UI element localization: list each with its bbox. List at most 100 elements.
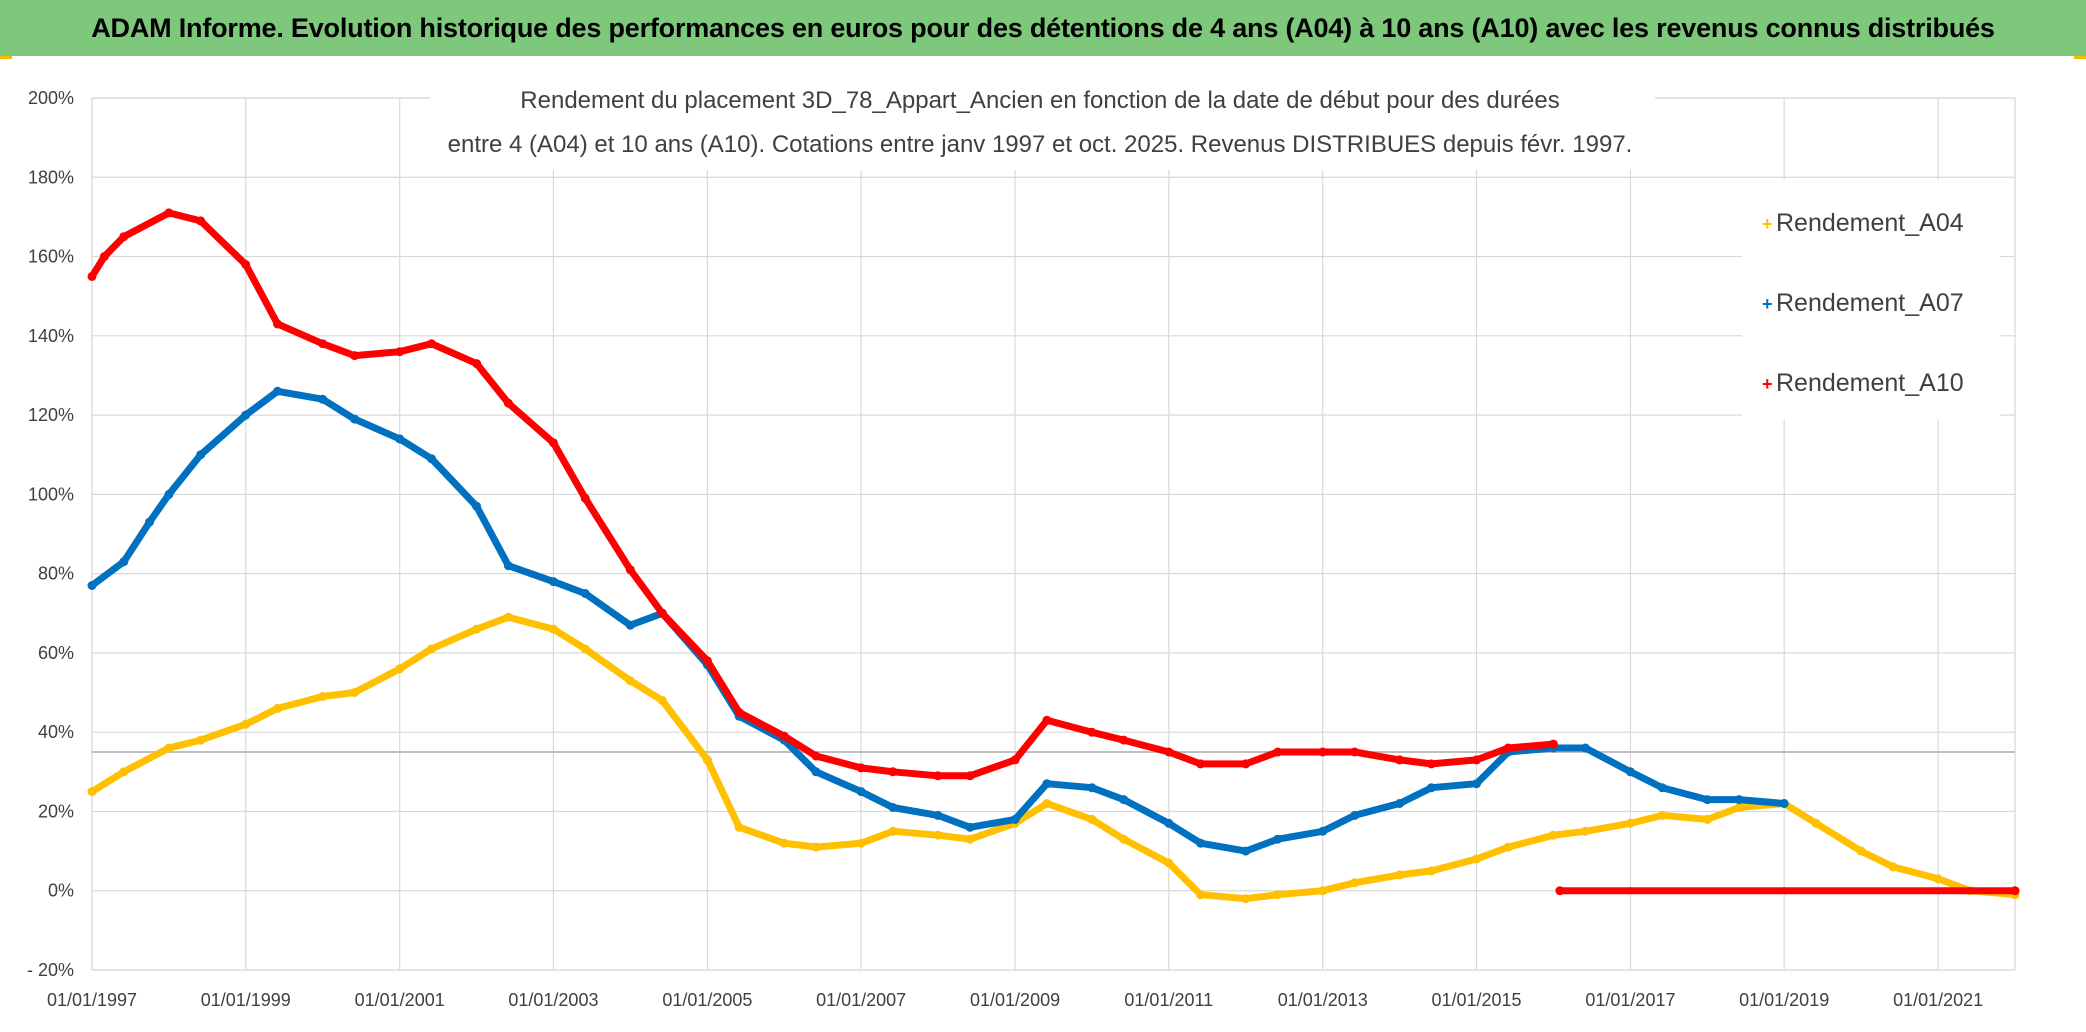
data-point	[87, 581, 97, 590]
x-axis-ticks: 01/01/1997 01/01/1999 01/01/2001 01/01/2003…	[47, 990, 1983, 1010]
data-point	[1350, 810, 1360, 820]
data-point	[503, 561, 513, 571]
data-point	[1087, 783, 1097, 793]
data-point	[119, 232, 129, 242]
y-tick-label: - 20%	[27, 960, 74, 980]
y-tick-label: 60%	[38, 643, 74, 663]
data-point	[1350, 747, 1360, 757]
data-point	[548, 624, 558, 634]
data-point	[472, 624, 482, 634]
x-tick-label: 01/01/2021	[1893, 990, 1983, 1010]
plot-area-border	[91, 97, 2016, 971]
data-point	[1241, 894, 1251, 904]
report-banner: ADAM Informe. Evolution historique des p…	[0, 0, 2086, 56]
series-rendement-a04	[87, 612, 2020, 904]
data-point	[427, 644, 436, 654]
data-point	[1734, 795, 1744, 805]
data-point	[273, 386, 282, 396]
data-point	[1164, 818, 1174, 828]
series-line	[88, 387, 1788, 855]
data-point	[196, 450, 206, 460]
data-point	[1555, 886, 1565, 896]
data-point	[856, 838, 866, 848]
data-point	[856, 787, 866, 797]
data-point	[702, 656, 712, 666]
data-point	[1625, 767, 1635, 777]
data-point	[1273, 747, 1283, 757]
data-point	[811, 751, 821, 761]
legend-marker-a07: +	[1762, 294, 1773, 314]
data-point	[1318, 886, 1328, 896]
data-point	[657, 696, 667, 705]
data-point	[1273, 834, 1283, 844]
data-point	[548, 577, 558, 587]
data-point	[1196, 759, 1206, 769]
data-point	[472, 501, 482, 511]
data-point	[1426, 783, 1436, 793]
data-point	[1702, 795, 1712, 805]
data-point	[350, 688, 360, 697]
data-point	[888, 803, 898, 812]
data-point	[811, 842, 821, 852]
data-point	[196, 216, 206, 226]
data-point	[856, 763, 866, 773]
data-point	[734, 707, 744, 717]
data-point	[350, 414, 360, 424]
data-point	[241, 719, 251, 729]
y-tick-label: 200%	[28, 88, 74, 108]
data-point	[1087, 814, 1097, 824]
legend-label-a10: Rendement_A10	[1776, 369, 1964, 397]
data-point	[241, 260, 251, 269]
y-tick-label: 120%	[28, 405, 74, 425]
legend-label-a07: Rendement_A07	[1776, 289, 1964, 317]
x-tick-label: 01/01/2001	[355, 990, 445, 1010]
data-point	[702, 755, 712, 765]
x-tick-label: 01/01/2007	[816, 990, 906, 1010]
data-point	[1933, 874, 1943, 884]
data-point	[318, 692, 328, 701]
data-point	[1087, 727, 1097, 737]
x-tick-label: 01/01/2011	[1124, 990, 1213, 1010]
data-point	[1856, 846, 1866, 856]
banner-corner-right	[2074, 56, 2086, 59]
legend-marker-a04: +	[1762, 214, 1773, 234]
data-point	[1196, 890, 1206, 900]
data-point	[1548, 830, 1558, 840]
data-point	[933, 771, 943, 781]
y-tick-label: 100%	[28, 484, 74, 504]
data-point	[1734, 803, 1744, 812]
data-point	[87, 787, 97, 797]
data-point	[503, 398, 513, 408]
data-point	[395, 664, 405, 674]
data-point	[164, 489, 174, 499]
data-point	[779, 731, 789, 741]
data-point	[1580, 743, 1590, 753]
data-point	[1395, 755, 1405, 765]
chart-legend: + Rendement_A04 + Rendement_A07 + Rendem…	[1742, 180, 2000, 420]
data-point	[625, 676, 635, 686]
data-point	[1119, 795, 1129, 805]
x-tick-label: 01/01/2013	[1278, 990, 1368, 1010]
data-point	[1318, 826, 1328, 836]
data-point	[119, 767, 129, 777]
data-point	[1042, 799, 1052, 808]
data-point	[1426, 759, 1436, 769]
x-tick-label: 01/01/1999	[201, 990, 291, 1010]
data-point	[580, 589, 590, 598]
data-point	[1119, 834, 1129, 844]
x-tick-label: 01/01/2015	[1431, 990, 1521, 1010]
data-point	[1625, 818, 1635, 828]
data-point	[888, 767, 898, 777]
y-axis-ticks: - 20% 0% 20% 40% 60% 80% 100% 120% 140% 160% 180% 2…	[27, 88, 74, 980]
legend-label-a04: Rendement_A04	[1776, 209, 1964, 237]
data-point	[196, 735, 206, 745]
chart-series	[87, 208, 2020, 904]
y-tick-label: 140%	[28, 326, 74, 346]
data-point	[1318, 747, 1328, 757]
data-point	[1779, 799, 1789, 808]
data-point	[119, 557, 129, 567]
data-point	[1010, 755, 1020, 765]
data-point	[811, 767, 821, 777]
x-tick-label: 01/01/2003	[508, 990, 598, 1010]
